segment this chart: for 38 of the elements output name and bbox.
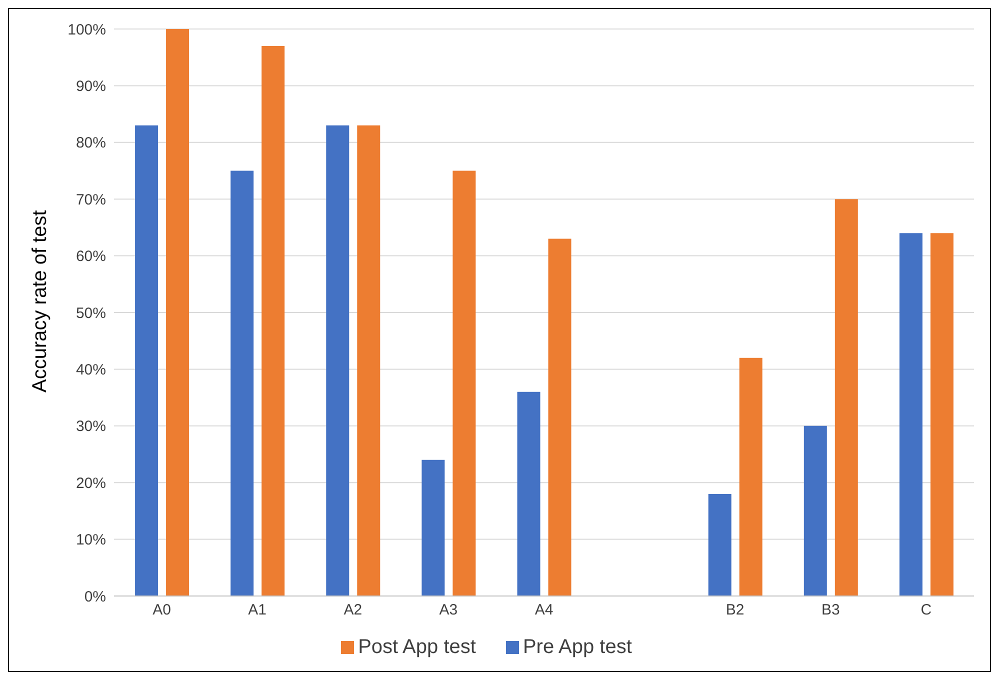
legend-label: Pre App test [522, 636, 632, 658]
x-tick-label: A3 [439, 602, 458, 619]
x-tick-label: B2 [726, 602, 744, 619]
y-tick-label: 70% [76, 191, 106, 208]
y-tick-label: 30% [76, 418, 106, 436]
bar [230, 170, 254, 596]
y-tick-label: 80% [76, 134, 106, 152]
bar [930, 233, 954, 596]
x-tick-label: A0 [152, 602, 171, 619]
bar [548, 238, 572, 596]
y-axis-title: Accuracy rate of test [29, 210, 52, 392]
bar [422, 460, 445, 596]
y-tick-label: 10% [76, 532, 106, 549]
y-tick-label: 0% [84, 588, 106, 606]
legend-label: Post App test [358, 636, 476, 658]
y-tick-label: 90% [76, 78, 106, 96]
bar [834, 199, 858, 596]
x-tick-label: B3 [821, 602, 840, 619]
bar [135, 125, 158, 596]
y-tick-label: 100% [68, 21, 106, 38]
y-tick-label: 20% [76, 474, 106, 492]
bar [804, 426, 827, 596]
y-tick-label: 40% [76, 362, 106, 379]
bar [517, 392, 540, 596]
bar [708, 494, 732, 596]
bar [262, 46, 285, 596]
bar [452, 170, 476, 596]
bar [166, 29, 190, 596]
y-tick-label: 50% [76, 304, 106, 322]
x-tick-label: A4 [534, 602, 554, 619]
bar [899, 233, 922, 596]
bar [326, 125, 350, 596]
x-tick-label: A2 [344, 602, 362, 619]
bar [357, 125, 380, 596]
y-tick-label: 60% [76, 248, 106, 266]
bar [739, 358, 762, 596]
x-tick-label: A1 [248, 602, 267, 619]
x-tick-label: C [920, 602, 932, 619]
